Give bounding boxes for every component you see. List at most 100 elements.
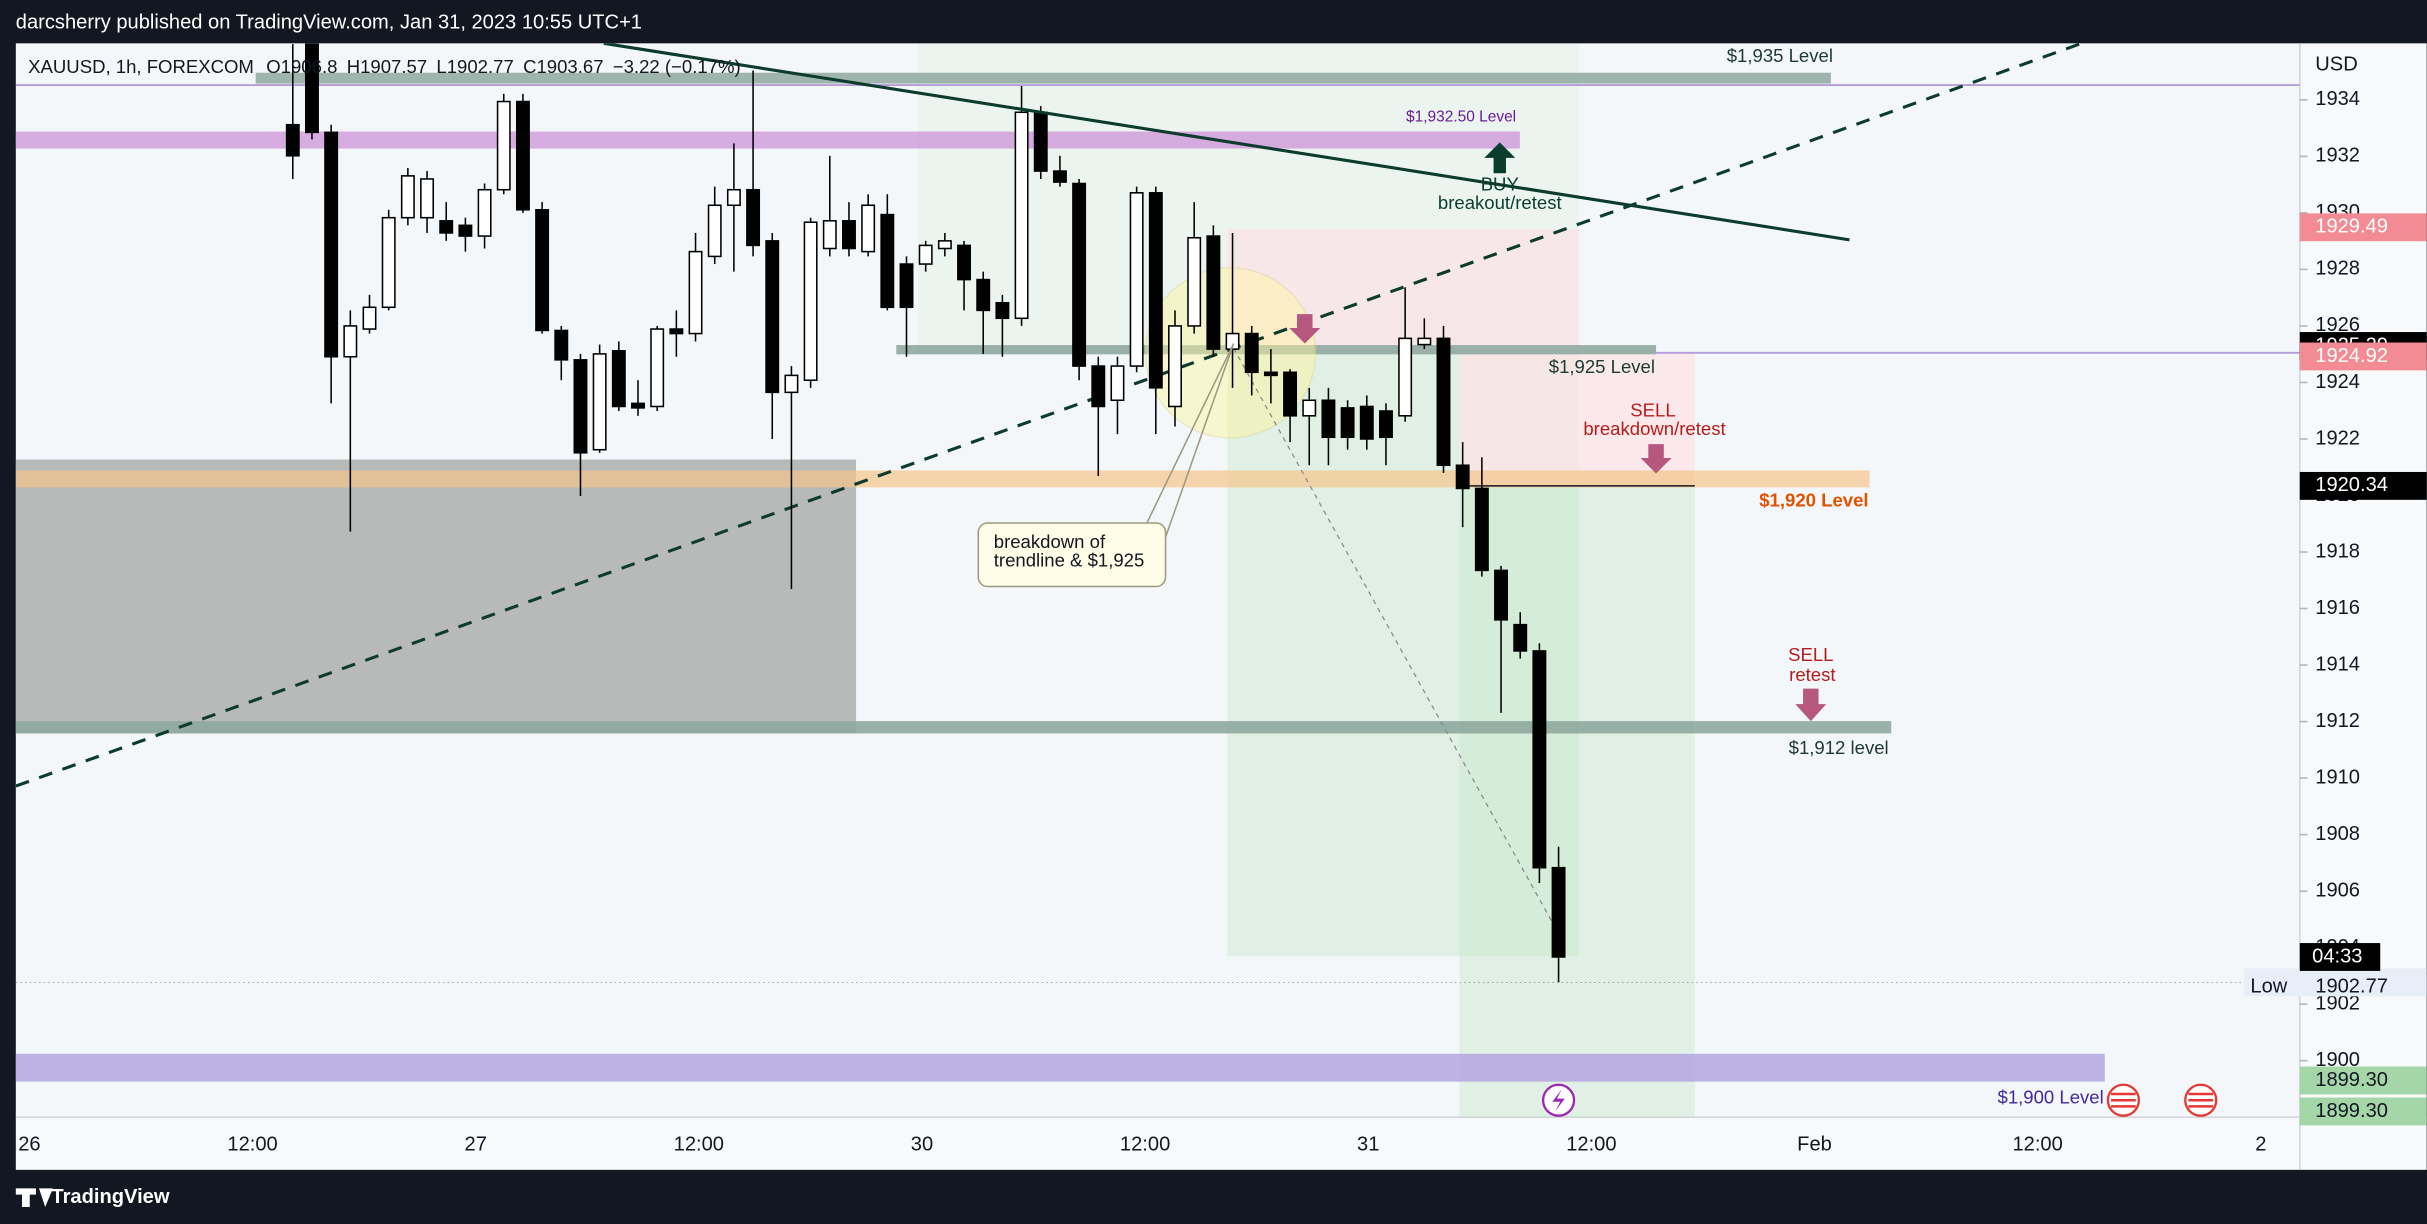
candle-body bbox=[1244, 332, 1259, 374]
level-label: $1,935 Level bbox=[1727, 45, 1833, 66]
trendline bbox=[603, 43, 1850, 242]
candle-body bbox=[477, 188, 492, 237]
price-badge bbox=[2299, 1066, 2427, 1095]
axis: 1900190219041906190819101912191419161918… bbox=[18, 88, 2360, 1155]
level-band bbox=[15, 721, 1892, 734]
level-band bbox=[896, 345, 1657, 355]
flag-stripes bbox=[2110, 1092, 2136, 1108]
candle-body bbox=[1283, 371, 1298, 417]
trendline-dashed bbox=[15, 43, 2083, 788]
candle-body bbox=[1129, 192, 1144, 367]
candle-body bbox=[918, 244, 933, 265]
annotation: breakdown/retest bbox=[1583, 418, 1726, 439]
candle-body bbox=[1225, 332, 1240, 350]
symbol: XAUUSD, 1h, FOREXCOM bbox=[28, 56, 254, 77]
candle-body bbox=[305, 43, 319, 134]
risk-zone bbox=[1227, 229, 1579, 353]
level-band bbox=[15, 470, 1870, 488]
event-icon-bolt bbox=[1552, 1089, 1565, 1112]
flag-stripes bbox=[2188, 1092, 2214, 1108]
y-tick-label: 1906 bbox=[2315, 879, 2360, 901]
candles bbox=[285, 43, 1566, 983]
callout-pointer bbox=[1144, 343, 1235, 542]
level-label: $1,900 Level bbox=[1998, 1087, 2104, 1108]
candle-body bbox=[1398, 337, 1413, 417]
candle-body bbox=[1340, 407, 1355, 439]
low-value: 1902.77 bbox=[2315, 975, 2388, 997]
candle-body bbox=[707, 204, 722, 258]
candle-body bbox=[1033, 111, 1048, 172]
candle-body bbox=[765, 240, 780, 394]
candle-body bbox=[1474, 487, 1489, 572]
y-tick-label: 1934 bbox=[2315, 88, 2360, 110]
candle-body bbox=[1168, 325, 1182, 408]
currency: USD bbox=[2315, 53, 2357, 75]
level-band bbox=[15, 1053, 2105, 1082]
candle-body bbox=[496, 100, 511, 191]
candle-body bbox=[726, 188, 741, 207]
price-badge bbox=[2299, 213, 2427, 242]
ohlc: H1907.57 bbox=[347, 56, 427, 77]
candle-body bbox=[899, 263, 914, 309]
price-badge-label: 1924.92 bbox=[2315, 345, 2388, 367]
y-tick-label: 1910 bbox=[2315, 766, 2360, 788]
price-badge-label: 1899.30 bbox=[2315, 1100, 2388, 1122]
candle-body bbox=[1455, 464, 1470, 490]
candle-body bbox=[458, 224, 473, 237]
candle-body bbox=[1091, 365, 1106, 408]
candle-body bbox=[669, 328, 684, 335]
y-tick-label: 1918 bbox=[2315, 540, 2360, 562]
candle-body bbox=[1359, 405, 1374, 440]
candle-body bbox=[400, 175, 415, 219]
candle-body bbox=[439, 220, 454, 234]
level-label: $1,920 Level bbox=[1759, 489, 1868, 510]
candle-body bbox=[554, 329, 569, 361]
sell-arrow bbox=[1795, 688, 1827, 722]
y-tick-label: 1916 bbox=[2315, 597, 2360, 619]
price-badges: Low1902.7704:331929.491925.291924.921920… bbox=[2244, 213, 2427, 1126]
candle-body bbox=[1187, 236, 1202, 327]
candle-body bbox=[688, 250, 703, 335]
annotation: SELL bbox=[1630, 400, 1675, 421]
candle-body bbox=[343, 325, 358, 358]
price-badge-label: 1899.30 bbox=[2315, 1069, 2388, 1091]
candle-body bbox=[784, 374, 799, 394]
ohlc-change: −3.22 (−0.17%) bbox=[613, 56, 741, 77]
countdown-badge bbox=[2299, 943, 2381, 971]
candle-body bbox=[631, 402, 645, 409]
x-tick-label: 27 bbox=[465, 1133, 487, 1155]
candle-body bbox=[861, 204, 876, 253]
candle-body bbox=[1494, 569, 1508, 621]
annotation: BUY bbox=[1481, 174, 1519, 195]
candle-body bbox=[746, 188, 761, 247]
candle-body bbox=[381, 216, 396, 309]
candle-body bbox=[1302, 399, 1317, 417]
price-badge bbox=[2299, 1097, 2427, 1126]
x-tick-label: 12:00 bbox=[674, 1133, 724, 1155]
projection-line bbox=[1233, 347, 1555, 926]
candle-body bbox=[592, 353, 607, 451]
legend: XAUUSD, 1h, FOREXCOM O1906.8 H1907.57 L1902… bbox=[28, 56, 740, 77]
buy-arrow bbox=[1484, 142, 1516, 174]
zone-box bbox=[15, 459, 857, 734]
low-badge bbox=[2244, 968, 2427, 997]
level-band bbox=[255, 72, 1831, 84]
y-tick-label: 1928 bbox=[2315, 258, 2360, 280]
candle-body bbox=[842, 220, 856, 250]
x-tick-label: 12:00 bbox=[1120, 1133, 1170, 1155]
candle-body bbox=[1436, 337, 1451, 467]
y-tick-label: 1908 bbox=[2315, 823, 2360, 845]
sell-arrow bbox=[1640, 444, 1672, 474]
candle-body bbox=[535, 209, 550, 332]
candle-body bbox=[937, 240, 952, 250]
x-tick-label: 31 bbox=[1357, 1133, 1379, 1155]
footer-brand: TradingView bbox=[51, 1186, 169, 1208]
level-label: $1,932.50 Level bbox=[1406, 109, 1516, 126]
candle-body bbox=[611, 350, 626, 408]
candle-body bbox=[995, 301, 1010, 320]
callout-text: trendline & $1,925 bbox=[994, 550, 1145, 571]
y-tick-label: 1922 bbox=[2315, 427, 2360, 449]
time-axis-background bbox=[15, 1117, 2427, 1170]
price-badge bbox=[2299, 471, 2427, 500]
